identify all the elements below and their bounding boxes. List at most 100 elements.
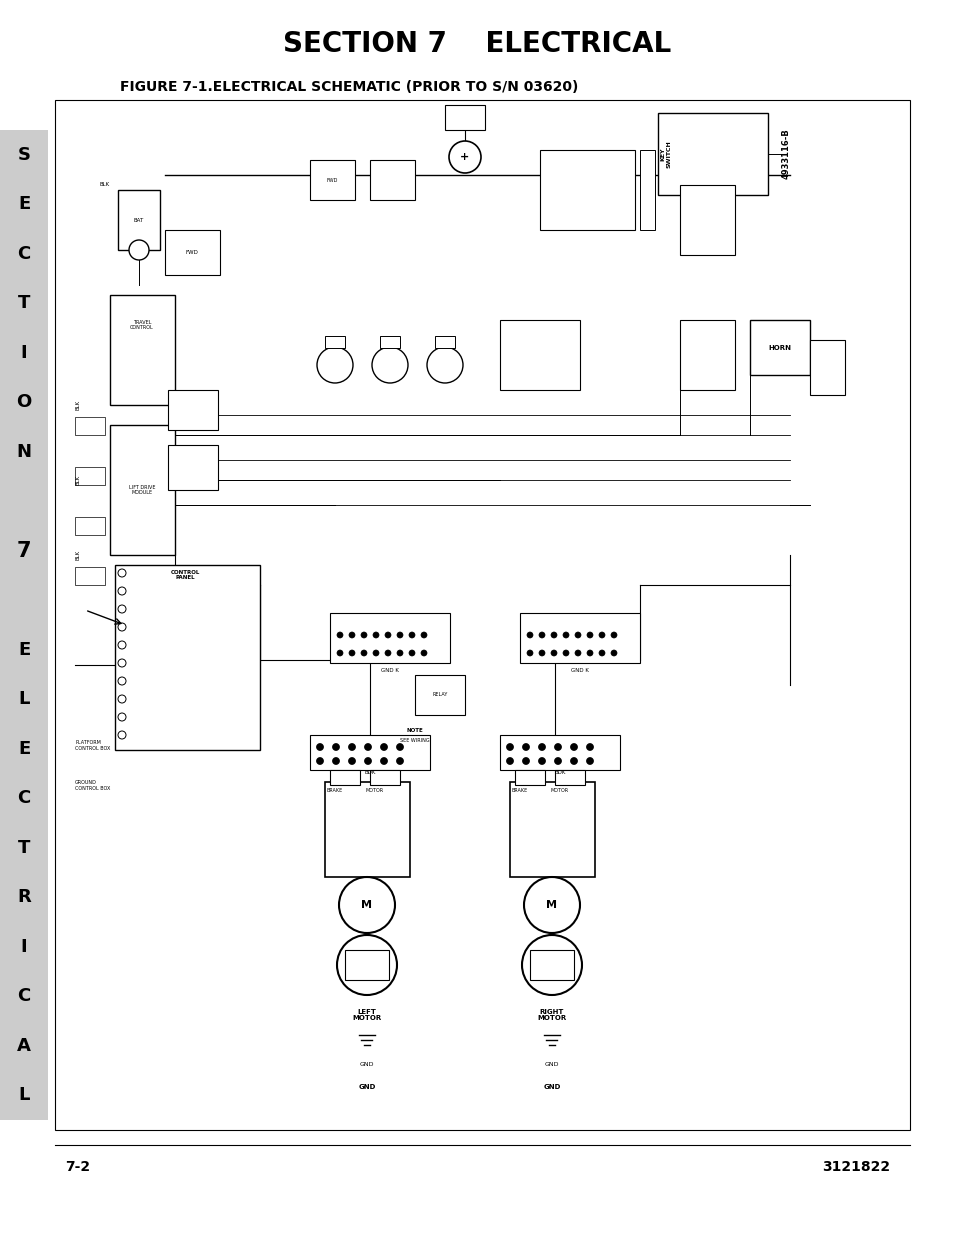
Text: MOTOR: MOTOR <box>551 788 569 793</box>
Circle shape <box>336 632 343 638</box>
Bar <box>444 105 484 130</box>
Bar <box>749 320 809 375</box>
Text: RELAY: RELAY <box>432 693 447 698</box>
Text: SECTION 7    ELECTRICAL: SECTION 7 ELECTRICAL <box>283 30 670 58</box>
Text: RIGHT
MOTOR: RIGHT MOTOR <box>537 1009 566 1021</box>
Circle shape <box>118 569 126 577</box>
Circle shape <box>316 743 323 751</box>
Bar <box>510 782 595 877</box>
Circle shape <box>118 695 126 703</box>
Circle shape <box>427 347 462 383</box>
Bar <box>118 190 160 249</box>
Text: BAT: BAT <box>133 217 144 222</box>
Bar <box>110 425 174 555</box>
Circle shape <box>129 240 149 261</box>
Bar <box>165 230 220 275</box>
Text: O: O <box>16 393 31 411</box>
Bar <box>555 769 584 785</box>
Text: L: L <box>18 1087 30 1104</box>
Circle shape <box>586 650 593 656</box>
Text: R: R <box>17 888 30 906</box>
Text: BDK: BDK <box>364 771 375 776</box>
Bar <box>499 320 579 390</box>
Bar <box>519 613 639 663</box>
Circle shape <box>336 935 396 995</box>
Circle shape <box>360 632 367 638</box>
Circle shape <box>118 659 126 667</box>
Bar <box>0 130 48 1120</box>
Circle shape <box>575 650 580 656</box>
Text: T: T <box>18 839 30 857</box>
Text: MOTOR: MOTOR <box>366 788 384 793</box>
Bar <box>539 149 635 230</box>
Text: CONTROL
PANEL: CONTROL PANEL <box>171 569 199 580</box>
Text: LIFT DRIVE
MODULE: LIFT DRIVE MODULE <box>129 484 155 495</box>
Text: I: I <box>21 937 28 956</box>
Circle shape <box>506 743 513 751</box>
Circle shape <box>522 757 529 764</box>
Circle shape <box>373 650 378 656</box>
Text: 7: 7 <box>17 541 31 561</box>
Bar <box>345 950 389 981</box>
Bar <box>639 149 655 230</box>
Circle shape <box>506 757 513 764</box>
Text: GND: GND <box>359 1062 374 1067</box>
Text: M: M <box>361 900 372 910</box>
Circle shape <box>396 650 402 656</box>
Circle shape <box>364 757 371 764</box>
Bar <box>679 320 734 390</box>
Circle shape <box>526 632 533 638</box>
Circle shape <box>372 347 408 383</box>
Circle shape <box>349 650 355 656</box>
Circle shape <box>118 713 126 721</box>
Text: FIGURE 7-1.ELECTRICAL SCHEMATIC (PRIOR TO S/N 03620): FIGURE 7-1.ELECTRICAL SCHEMATIC (PRIOR T… <box>120 80 578 94</box>
Circle shape <box>586 757 593 764</box>
Circle shape <box>538 632 544 638</box>
Circle shape <box>333 757 339 764</box>
Circle shape <box>537 743 545 751</box>
Bar <box>679 185 734 254</box>
Bar <box>325 336 345 348</box>
Text: BLK: BLK <box>75 400 80 410</box>
Circle shape <box>316 757 323 764</box>
Text: E: E <box>18 195 30 214</box>
Circle shape <box>523 877 579 932</box>
Text: N: N <box>16 443 31 461</box>
Circle shape <box>380 757 387 764</box>
Bar <box>435 336 455 348</box>
Bar <box>168 445 218 490</box>
Bar <box>330 769 359 785</box>
Text: KEY
SWITCH: KEY SWITCH <box>659 140 671 168</box>
Circle shape <box>336 650 343 656</box>
Circle shape <box>551 632 557 638</box>
Text: C: C <box>17 245 30 263</box>
Circle shape <box>349 632 355 638</box>
Circle shape <box>385 632 391 638</box>
Circle shape <box>526 650 533 656</box>
Text: I: I <box>21 343 28 362</box>
Circle shape <box>348 757 355 764</box>
Text: T: T <box>18 294 30 312</box>
Circle shape <box>118 731 126 739</box>
Circle shape <box>586 743 593 751</box>
Circle shape <box>316 347 353 383</box>
Bar <box>110 295 174 405</box>
Circle shape <box>521 935 581 995</box>
Text: GND K: GND K <box>571 667 588 673</box>
Bar <box>75 417 105 435</box>
Bar <box>415 676 464 715</box>
Text: LEFT
MOTOR: LEFT MOTOR <box>352 1009 381 1021</box>
Circle shape <box>610 632 617 638</box>
Circle shape <box>380 743 387 751</box>
Bar <box>168 390 218 430</box>
Circle shape <box>449 141 480 173</box>
Circle shape <box>586 632 593 638</box>
Circle shape <box>373 632 378 638</box>
Text: A: A <box>17 1036 30 1055</box>
Circle shape <box>338 877 395 932</box>
Circle shape <box>554 757 561 764</box>
Circle shape <box>551 650 557 656</box>
Text: FWD: FWD <box>326 178 337 183</box>
Text: PLATFORM
CONTROL BOX: PLATFORM CONTROL BOX <box>75 740 111 751</box>
Circle shape <box>409 650 415 656</box>
